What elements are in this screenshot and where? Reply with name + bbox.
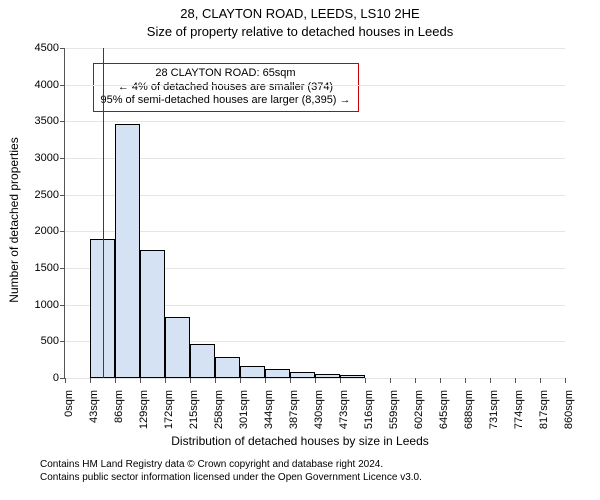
footnote: Contains HM Land Registry data © Crown c… bbox=[40, 458, 422, 484]
xtick-label: 731sqm bbox=[488, 390, 500, 436]
xtick-mark bbox=[440, 378, 441, 383]
ytick-mark bbox=[60, 305, 65, 306]
xtick-mark bbox=[190, 378, 191, 383]
xtick-label: 43sqm bbox=[88, 390, 100, 436]
grid-line bbox=[65, 48, 565, 49]
xtick-mark bbox=[140, 378, 141, 383]
xtick-label: 387sqm bbox=[288, 390, 300, 436]
xtick-label: 129sqm bbox=[138, 390, 150, 436]
xtick-label: 344sqm bbox=[263, 390, 275, 436]
xtick-label: 215sqm bbox=[188, 390, 200, 436]
annotation-box: 28 CLAYTON ROAD: 65sqm ← 4% of detached … bbox=[93, 63, 359, 112]
xtick-label: 688sqm bbox=[463, 390, 475, 436]
ytick-label: 1000 bbox=[35, 299, 59, 311]
xtick-label: 0sqm bbox=[63, 390, 75, 436]
xtick-mark bbox=[365, 378, 366, 383]
xtick-mark bbox=[515, 378, 516, 383]
xtick-mark bbox=[165, 378, 166, 383]
xtick-label: 559sqm bbox=[388, 390, 400, 436]
ytick-mark bbox=[60, 231, 65, 232]
grid-line bbox=[65, 195, 565, 196]
histogram-bar bbox=[140, 250, 165, 378]
footnote-line-1: Contains HM Land Registry data © Crown c… bbox=[40, 458, 422, 471]
annotation-line-2: ← 4% of detached houses are smaller (374… bbox=[100, 81, 352, 95]
ytick-label: 3000 bbox=[35, 152, 59, 164]
chart-title-main: 28, CLAYTON ROAD, LEEDS, LS10 2HE bbox=[0, 6, 600, 21]
reference-line bbox=[103, 48, 104, 378]
x-axis-title: Distribution of detached houses by size … bbox=[0, 434, 600, 448]
xtick-mark bbox=[340, 378, 341, 383]
chart-title-sub: Size of property relative to detached ho… bbox=[0, 24, 600, 39]
xtick-label: 645sqm bbox=[438, 390, 450, 436]
xtick-mark bbox=[565, 378, 566, 383]
histogram-bar bbox=[265, 369, 290, 378]
ytick-label: 4500 bbox=[35, 42, 59, 54]
xtick-label: 516sqm bbox=[363, 390, 375, 436]
xtick-mark bbox=[415, 378, 416, 383]
xtick-mark bbox=[390, 378, 391, 383]
ytick-mark bbox=[60, 121, 65, 122]
xtick-mark bbox=[315, 378, 316, 383]
xtick-mark bbox=[240, 378, 241, 383]
xtick-label: 774sqm bbox=[513, 390, 525, 436]
xtick-mark bbox=[465, 378, 466, 383]
ytick-mark bbox=[60, 85, 65, 86]
plot-area: 28 CLAYTON ROAD: 65sqm ← 4% of detached … bbox=[64, 48, 565, 379]
xtick-mark bbox=[115, 378, 116, 383]
histogram-bar bbox=[340, 375, 365, 378]
xtick-mark bbox=[290, 378, 291, 383]
y-axis-title: Number of detached properties bbox=[7, 55, 21, 385]
histogram-bar bbox=[315, 374, 340, 378]
ytick-label: 4000 bbox=[35, 79, 59, 91]
xtick-label: 301sqm bbox=[238, 390, 250, 436]
xtick-mark bbox=[540, 378, 541, 383]
ytick-label: 2500 bbox=[35, 189, 59, 201]
xtick-mark bbox=[65, 378, 66, 383]
ytick-label: 2000 bbox=[35, 225, 59, 237]
grid-line bbox=[65, 231, 565, 232]
grid-line bbox=[65, 158, 565, 159]
histogram-bar bbox=[115, 124, 140, 378]
xtick-mark bbox=[490, 378, 491, 383]
histogram-bar bbox=[215, 357, 240, 378]
xtick-mark bbox=[90, 378, 91, 383]
xtick-label: 258sqm bbox=[213, 390, 225, 436]
xtick-mark bbox=[215, 378, 216, 383]
xtick-label: 602sqm bbox=[413, 390, 425, 436]
xtick-label: 860sqm bbox=[563, 390, 575, 436]
ytick-label: 1500 bbox=[35, 262, 59, 274]
grid-line bbox=[65, 85, 565, 86]
histogram-bar bbox=[190, 344, 215, 378]
ytick-label: 500 bbox=[41, 335, 59, 347]
grid-line bbox=[65, 121, 565, 122]
ytick-label: 3500 bbox=[35, 115, 59, 127]
histogram-bar bbox=[240, 366, 265, 378]
chart-container: 28, CLAYTON ROAD, LEEDS, LS10 2HE Size o… bbox=[0, 0, 600, 500]
ytick-mark bbox=[60, 268, 65, 269]
xtick-label: 817sqm bbox=[538, 390, 550, 436]
xtick-label: 430sqm bbox=[313, 390, 325, 436]
ytick-mark bbox=[60, 341, 65, 342]
annotation-line-3: 95% of semi-detached houses are larger (… bbox=[100, 94, 352, 108]
histogram-bar bbox=[290, 372, 315, 378]
xtick-label: 473sqm bbox=[338, 390, 350, 436]
annotation-line-1: 28 CLAYTON ROAD: 65sqm bbox=[100, 67, 352, 81]
xtick-mark bbox=[265, 378, 266, 383]
ytick-mark bbox=[60, 158, 65, 159]
xtick-label: 86sqm bbox=[113, 390, 125, 436]
xtick-label: 172sqm bbox=[163, 390, 175, 436]
footnote-line-2: Contains public sector information licen… bbox=[40, 471, 422, 484]
ytick-mark bbox=[60, 195, 65, 196]
histogram-bar bbox=[165, 317, 190, 378]
ytick-label: 0 bbox=[53, 372, 59, 384]
ytick-mark bbox=[60, 48, 65, 49]
